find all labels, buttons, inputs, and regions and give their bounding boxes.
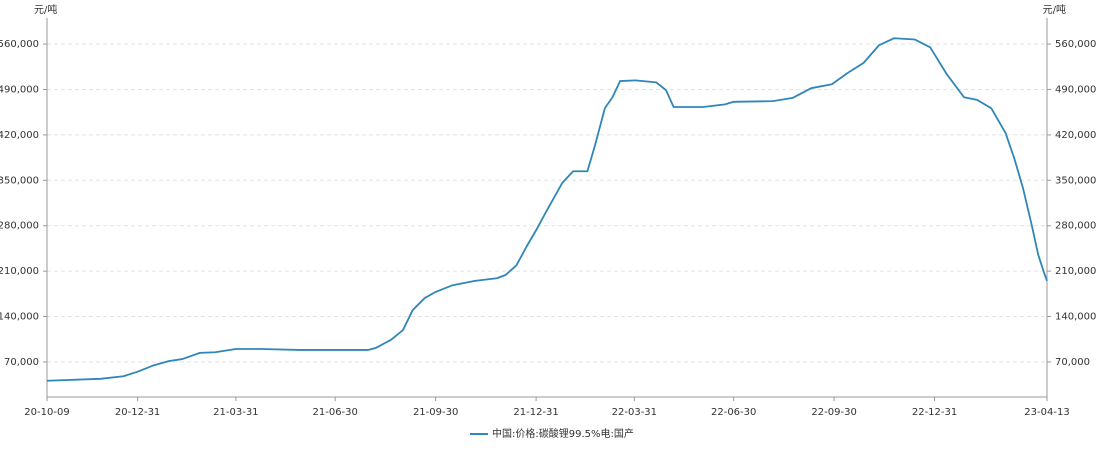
y2-tick-label: 140,000: [1055, 312, 1096, 323]
y-tick-label: 420,000: [0, 130, 39, 141]
legend-label: 中国:价格:碳酸锂99.5%电:国产: [492, 427, 634, 440]
x-tick-label: 22-06-30: [711, 407, 756, 418]
y2-tick-label: 70,000: [1055, 357, 1090, 368]
y-tick-label: 70,000: [4, 357, 39, 368]
y-tick-label: 140,000: [0, 312, 39, 323]
y2-tick-label: 490,000: [1055, 84, 1096, 95]
x-tick-label: 22-03-31: [612, 407, 657, 418]
y2-tick-label: 210,000: [1055, 266, 1096, 277]
y2-tick-label: 350,000: [1055, 175, 1096, 186]
x-tick-label: 22-12-31: [912, 407, 957, 418]
y-tick-label: 490,000: [0, 84, 39, 95]
x-tick-label: 20-12-31: [115, 407, 160, 418]
x-tick-label: 21-09-30: [413, 407, 458, 418]
y2-axis-label: 元/吨: [1043, 3, 1066, 16]
x-tick-label: 21-06-30: [313, 407, 358, 418]
y-tick-label: 210,000: [0, 266, 39, 277]
y-axis-label: 元/吨: [34, 3, 57, 16]
y-tick-label: 350,000: [0, 175, 39, 186]
y2-tick-label: 560,000: [1055, 39, 1096, 50]
x-tick-label: 22-09-30: [811, 407, 856, 418]
x-tick-label: 20-10-09: [24, 407, 69, 418]
x-tick-label: 23-04-13: [1024, 407, 1069, 418]
y-tick-label: 560,000: [0, 39, 39, 50]
line-series: [46, 37, 1048, 382]
y-tick-label: 280,000: [0, 221, 39, 232]
x-tick-label: 21-03-31: [213, 407, 258, 418]
x-tick-label: 21-12-31: [513, 407, 558, 418]
y2-tick-label: 420,000: [1055, 130, 1096, 141]
y2-tick-label: 280,000: [1055, 221, 1096, 232]
